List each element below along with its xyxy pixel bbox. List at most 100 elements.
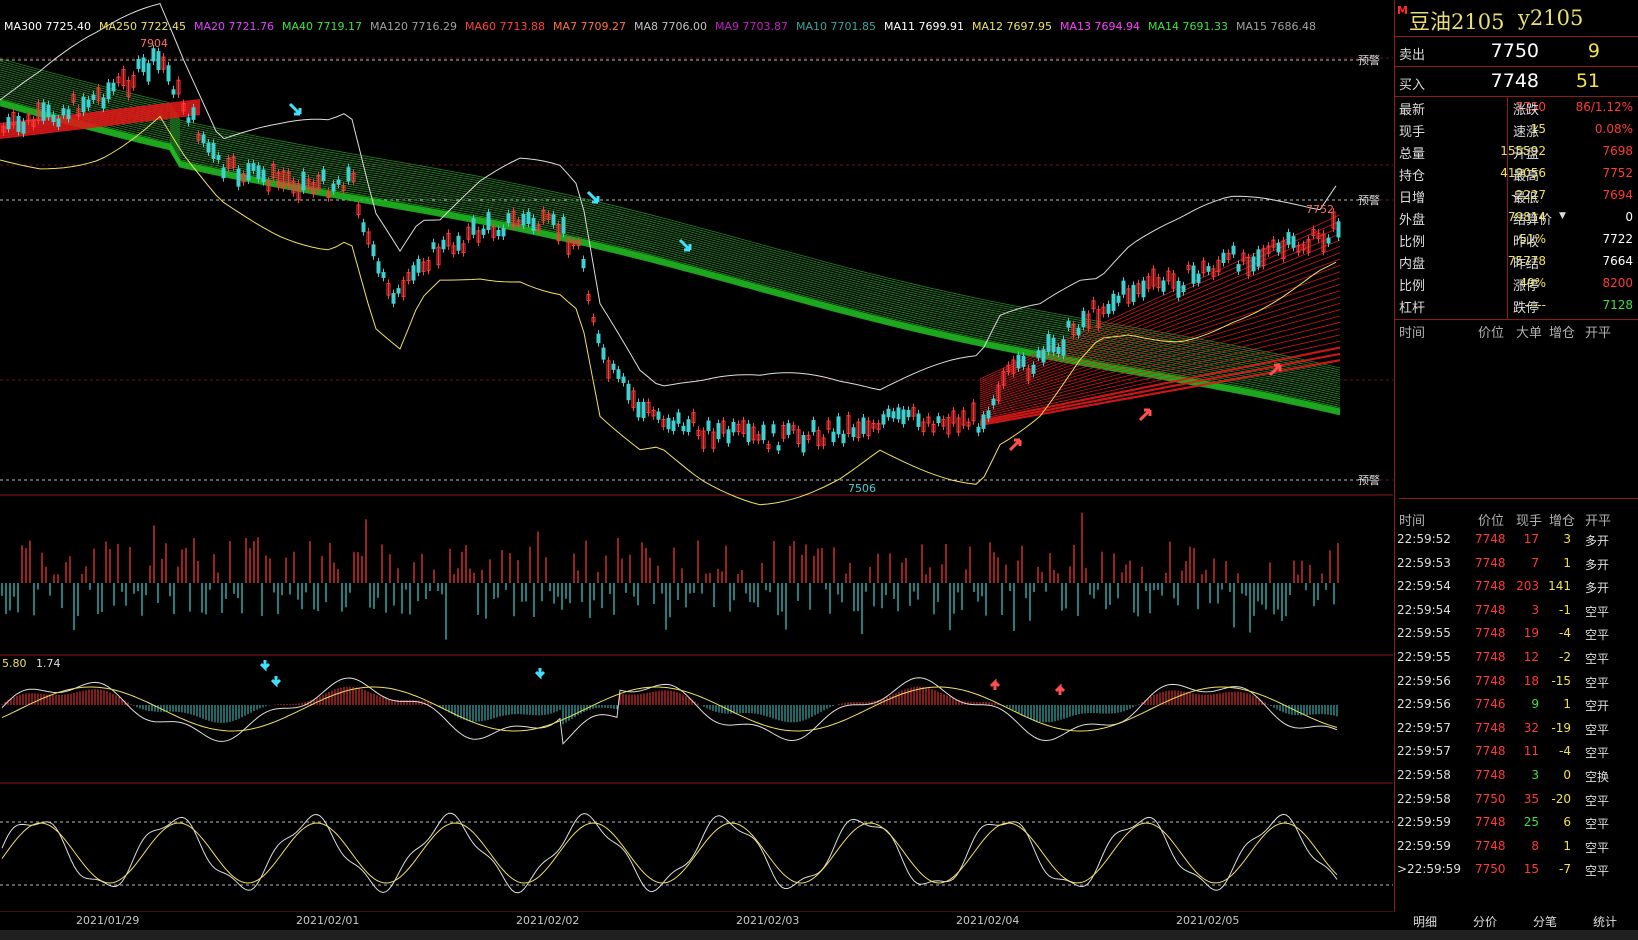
candle <box>606 360 611 379</box>
candle <box>1146 276 1151 289</box>
tick-chg: -4 <box>1559 626 1571 641</box>
candle <box>736 423 741 433</box>
stat-value: 15 <box>1530 122 1546 136</box>
candle <box>476 230 481 243</box>
stat-label: 持仓 <box>1399 169 1426 184</box>
candle <box>711 431 716 449</box>
candle <box>386 282 391 296</box>
candle <box>1011 359 1016 374</box>
tick-row: 22:59:58 7748 3 0 空换 <box>1395 764 1638 788</box>
tick-list[interactable]: 时间 价位 现手 增仓 开平 22:59:52 7748 17 3 多开 22:59:53 7748… <box>1395 508 1638 882</box>
candle <box>161 56 166 70</box>
candle <box>746 423 751 442</box>
ma-line <box>979 233 1341 386</box>
stat-label: 日增 <box>1399 191 1426 206</box>
candle <box>731 422 736 433</box>
candle <box>96 87 101 102</box>
candle <box>1326 237 1331 244</box>
contract-title[interactable]: M 豆油2105 y2105 <box>1395 0 1638 37</box>
candle <box>821 437 826 446</box>
bid-label: 买入 <box>1399 78 1426 93</box>
tick-price: 7748 <box>1475 673 1506 688</box>
tick-divider <box>1399 498 1638 499</box>
candle <box>66 109 71 120</box>
ma-legend-item: MA60 7713.88 <box>465 20 545 33</box>
candle <box>116 76 121 84</box>
tick-chg: -15 <box>1551 673 1571 688</box>
candle <box>481 228 486 235</box>
tick-time: 22:59:55 <box>1397 626 1451 641</box>
stat-label: 开盘 <box>1513 147 1540 162</box>
candle <box>491 226 496 238</box>
candle <box>1006 364 1011 373</box>
date-tick: 2021/01/29 <box>76 914 140 927</box>
candle <box>971 402 976 422</box>
candle <box>636 402 641 418</box>
candle <box>631 390 636 408</box>
tick-row: 22:59:55 7748 12 -2 空平 <box>1395 646 1638 670</box>
candle <box>726 429 731 444</box>
ask-row[interactable]: 卖出 7750 9 <box>1395 37 1638 67</box>
ma-legend-item: MA300 7725.40 <box>4 20 91 33</box>
candle <box>1056 346 1061 354</box>
candle <box>236 168 241 187</box>
stat-row: 杠杆 ----- 跌停 7128 <box>1395 295 1638 317</box>
candle <box>1291 236 1296 248</box>
stat-value: 86/1.12% <box>1575 100 1633 114</box>
ma-line <box>0 73 1341 384</box>
candle <box>1266 245 1271 254</box>
candle <box>46 104 51 118</box>
stat-value: ----- <box>1524 298 1546 312</box>
candle <box>1181 285 1186 293</box>
candle <box>601 347 606 360</box>
tab-1[interactable]: 明细 <box>1413 915 1438 929</box>
candle <box>1141 280 1146 298</box>
bid-row[interactable]: 买入 7748 51 <box>1395 67 1638 97</box>
candle <box>411 265 416 281</box>
candle <box>1331 211 1336 229</box>
tick-row: 22:59:54 7748 3 -1 空平 <box>1395 599 1638 623</box>
candle <box>51 114 56 123</box>
bottom-status-bar <box>0 930 1638 940</box>
tick-vol: 35 <box>1523 791 1539 806</box>
candle <box>871 422 876 429</box>
candle <box>611 363 616 370</box>
candle <box>1311 229 1316 237</box>
ma-line <box>0 82 1341 393</box>
band-line <box>0 115 1337 506</box>
tick-type: 空平 <box>1585 793 1610 808</box>
candle <box>666 417 671 430</box>
candle <box>1166 270 1171 282</box>
candle <box>861 417 866 434</box>
stat-value: 75778 <box>1507 254 1546 268</box>
ma-legend-item: MA14 7691.33 <box>1148 20 1228 33</box>
candle <box>346 167 351 182</box>
candle <box>406 272 411 282</box>
candle <box>1256 249 1261 267</box>
ma-line <box>979 302 1341 408</box>
candle <box>1171 273 1176 289</box>
candle <box>791 425 796 431</box>
tab-2[interactable]: 分价 <box>1473 915 1498 929</box>
candle <box>1216 259 1221 273</box>
candle <box>1136 283 1141 295</box>
candle <box>1021 355 1026 367</box>
candle <box>911 407 916 417</box>
tick-type: 空平 <box>1585 651 1610 666</box>
tick-type: 多开 <box>1585 534 1610 548</box>
candle <box>471 218 476 235</box>
kline-chart-area[interactable]: 预警 预警 预警 7904 7506 7752 5.80 1.74 MA300 7725.40… <box>0 0 1393 912</box>
candle <box>946 417 951 435</box>
ma-line <box>0 89 1341 400</box>
tab-4[interactable]: 统计 <box>1593 915 1618 929</box>
tick-type: 空平 <box>1585 628 1610 643</box>
chevron-down-icon[interactable]: ▼ <box>1559 211 1566 221</box>
ma-line <box>979 296 1341 406</box>
candle <box>441 239 446 250</box>
price-annotation: 7506 <box>848 482 876 495</box>
tick-price: 7750 <box>1475 862 1506 877</box>
stat-label: 内盘 <box>1399 257 1426 272</box>
tab-3[interactable]: 分笔 <box>1533 915 1558 929</box>
stat-label: 结算价 <box>1513 213 1553 228</box>
